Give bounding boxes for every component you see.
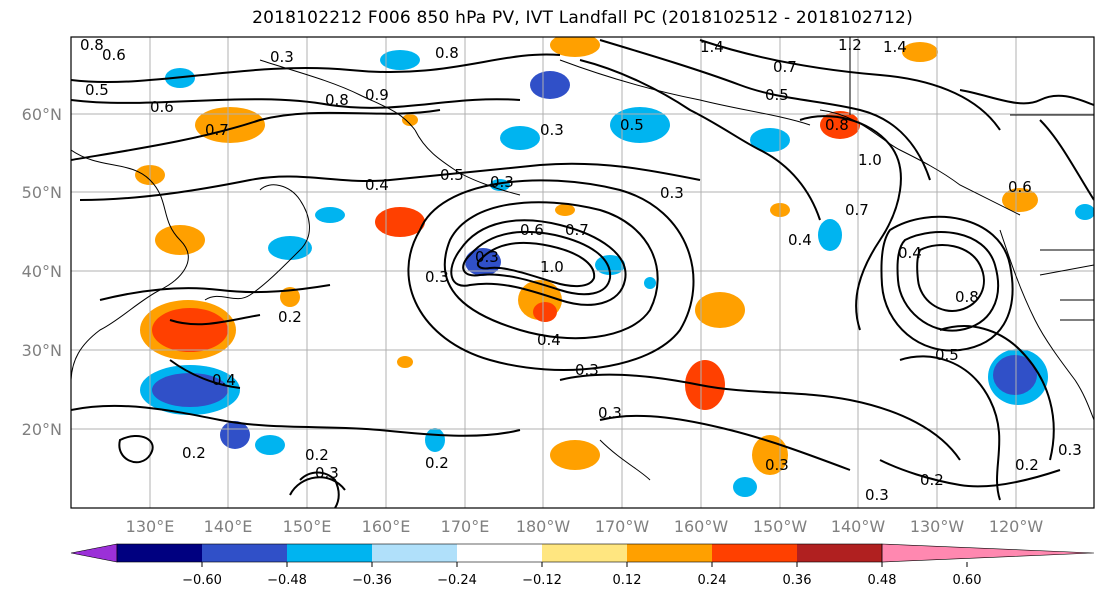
contour-label: 0.7 [205, 121, 229, 139]
lon-label: 150°W [753, 517, 808, 536]
colorbar-tick-label: 0.24 [698, 573, 727, 588]
contour-label: 1.2 [838, 36, 862, 54]
lat-label-30n: 30°N [22, 341, 62, 360]
colorbar-swatch [372, 544, 457, 562]
contour-label: 0.6 [102, 46, 126, 64]
colorbar-tick-label: −0.48 [267, 573, 307, 588]
gridlines [71, 37, 1094, 508]
longitude-axis-labels: 130°E 140°E 150°E 160°E 170°E 180°W 170°… [126, 517, 1044, 536]
contour-label: 0.4 [788, 231, 812, 249]
contour-label: 0.2 [1015, 456, 1039, 474]
contour-label: 1.0 [858, 151, 882, 169]
colorbar-ticks [201, 562, 968, 567]
lat-label-20n: 20°N [22, 420, 62, 439]
contour-label: 0.2 [182, 444, 206, 462]
contour-label: 1.4 [883, 38, 907, 56]
contour-label: 0.3 [315, 464, 339, 482]
contour-label: 0.8 [955, 288, 979, 306]
lon-label: 120°W [989, 517, 1044, 536]
contour-label: 0.7 [565, 221, 589, 239]
contour-label: 0.8 [80, 36, 104, 54]
lat-label-50n: 50°N [22, 183, 62, 202]
lon-label: 160°W [674, 517, 729, 536]
colorbar-tick-label: 0.36 [783, 573, 812, 588]
contour-label: 0.2 [920, 471, 944, 489]
colorbar-swatch [797, 544, 882, 562]
contour-label: 0.9 [365, 86, 389, 104]
lat-label-40n: 40°N [22, 262, 62, 281]
colorbar-tick-label: 0.60 [953, 573, 982, 588]
contour-label: 0.3 [270, 48, 294, 66]
contour-label: 0.3 [575, 361, 599, 379]
colorbar-extend-left [70, 543, 118, 563]
colorbar: −0.60 −0.48 −0.36 −0.24 −0.12 0.12 0.24 … [70, 543, 1095, 588]
map-title: 2018102212 F006 850 hPa PV, IVT Landfall… [252, 8, 913, 28]
contour-label: 0.4 [898, 244, 922, 262]
contour-label: 0.3 [540, 121, 564, 139]
contour-label: 0.2 [305, 446, 329, 464]
contour-label: 0.4 [212, 371, 236, 389]
map-frame [70, 36, 1095, 509]
contour-label: 0.3 [598, 404, 622, 422]
lon-label: 130°E [126, 517, 175, 536]
colorbar-swatch [117, 544, 202, 562]
colorbar-swatch [457, 544, 542, 562]
lon-label: 140°W [831, 517, 886, 536]
lon-label: 180°W [516, 517, 571, 536]
contour-label: 0.4 [365, 176, 389, 194]
pv-contours [71, 39, 1094, 508]
contour-label: 0.6 [520, 221, 544, 239]
contour-labels: 0.8 0.6 0.5 0.8 0.6 0.7 0.8 0.3 0.9 1.4 … [80, 36, 1082, 504]
colorbar-tick-label: −0.60 [182, 573, 222, 588]
colorbar-swatch [712, 544, 797, 562]
contour-label: 0.3 [475, 248, 499, 266]
colorbar-tick-label: 0.48 [868, 573, 897, 588]
colorbar-tick-label: −0.24 [437, 573, 477, 588]
colorbar-swatch [542, 544, 627, 562]
colorbar-extend-right [881, 543, 1095, 563]
contour-label: 0.8 [825, 116, 849, 134]
contour-label: 0.3 [1058, 441, 1082, 459]
lon-label: 170°W [595, 517, 650, 536]
colorbar-tick-label: −0.12 [522, 573, 562, 588]
contour-label: 0.3 [765, 456, 789, 474]
colorbar-swatch [627, 544, 712, 562]
contour-label: 0.5 [620, 116, 644, 134]
contour-label: 0.5 [935, 346, 959, 364]
lat-label-60n: 60°N [22, 105, 62, 124]
lon-label: 130°W [910, 517, 965, 536]
contour-label: 0.8 [435, 44, 459, 62]
lon-label: 170°E [441, 517, 490, 536]
contour-label: 0.3 [660, 184, 684, 202]
colorbar-swatch [287, 544, 372, 562]
colorbar-tick-label: −0.36 [352, 573, 392, 588]
latitude-axis-labels: 60°N 50°N 40°N 30°N 20°N [22, 105, 62, 439]
colorbar-swatch [202, 544, 287, 562]
contour-label: 0.6 [1008, 178, 1032, 196]
lon-label: 160°E [362, 517, 411, 536]
lon-label: 140°E [204, 517, 253, 536]
contour-label: 1.0 [540, 258, 564, 276]
contour-label: 0.3 [425, 268, 449, 286]
contour-label: 1.4 [700, 38, 724, 56]
contour-label: 0.6 [150, 98, 174, 116]
contour-label: 0.8 [325, 91, 349, 109]
contour-label: 0.5 [440, 166, 464, 184]
contour-label: 0.5 [85, 81, 109, 99]
contour-label: 0.2 [425, 454, 449, 472]
contour-label: 0.2 [278, 308, 302, 326]
contour-label: 0.3 [490, 173, 514, 191]
contour-label: 0.7 [773, 58, 797, 76]
colorbar-tick-label: 0.12 [613, 573, 642, 588]
lon-label: 150°E [283, 517, 332, 536]
contour-label: 0.5 [765, 86, 789, 104]
contour-label: 0.7 [845, 201, 869, 219]
contour-label: 0.3 [865, 486, 889, 504]
pv-anomaly-fills [135, 37, 1094, 497]
contour-label: 0.4 [537, 331, 561, 349]
